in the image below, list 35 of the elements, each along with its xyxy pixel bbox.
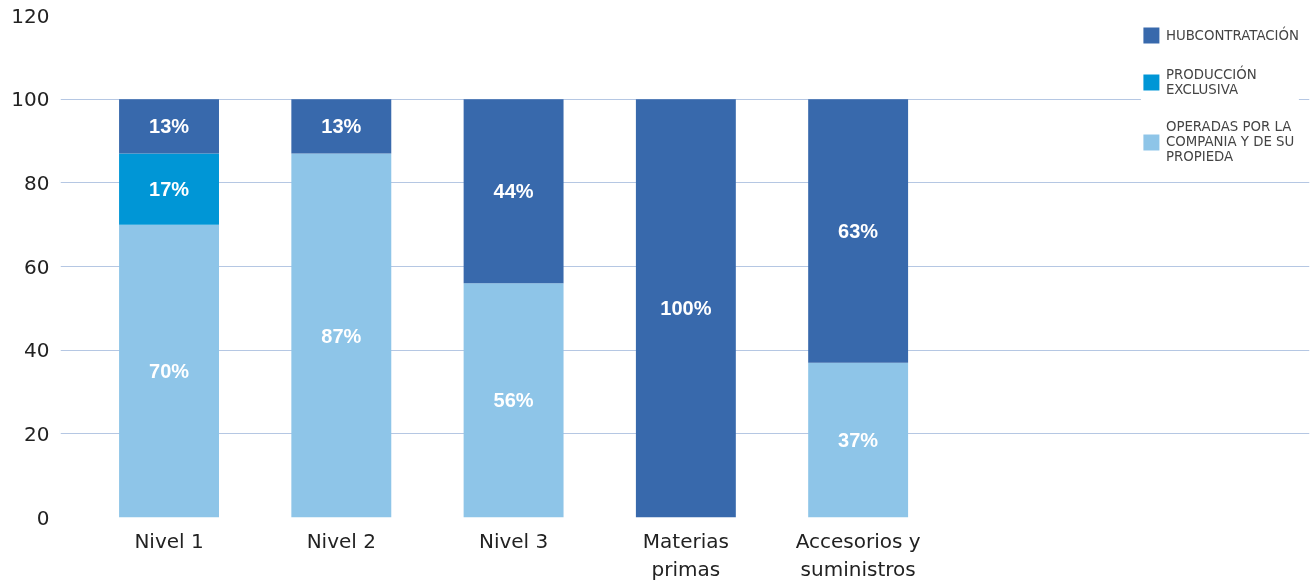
y-tick-label: 0 — [36, 505, 50, 530]
data-label: 63% — [838, 219, 879, 242]
data-label: 100% — [660, 297, 712, 320]
data-label: 13% — [149, 115, 190, 138]
x-tick-label: Nivel 1 — [134, 528, 204, 553]
bar — [291, 99, 392, 154]
legend-label: PRODUCCIÓN EXCLUSIVA — [1165, 67, 1257, 97]
y-tick-label: 120 — [11, 3, 50, 28]
bar — [119, 224, 219, 518]
bar — [291, 153, 392, 518]
bar — [808, 362, 909, 518]
data-label: 87% — [321, 324, 362, 347]
y-tick-label: 20 — [24, 421, 50, 446]
data-label: 17% — [149, 178, 190, 201]
data-label: 70% — [149, 360, 190, 383]
legend-label: OPERADAS POR LA COMPANIA Y DE SU PROPIEDA — [1165, 119, 1295, 164]
x-tick-label: Materias primas — [642, 528, 729, 582]
y-tick-label: 100 — [11, 87, 50, 112]
data-label: 13% — [321, 115, 362, 138]
x-tick-label: Accesorios y suministros — [795, 528, 921, 582]
bar — [119, 153, 219, 225]
x-tick-label: Nivel 3 — [478, 528, 549, 553]
y-tick-label: 60 — [24, 254, 50, 279]
y-tick-label: 40 — [24, 338, 50, 363]
data-label: 44% — [493, 180, 534, 203]
legend-label: HUBCONTRATACIÓN — [1165, 27, 1299, 43]
bar — [463, 99, 564, 284]
bar — [635, 99, 736, 518]
data-label: 56% — [493, 389, 534, 412]
data-label: 37% — [838, 429, 879, 452]
bar — [808, 99, 909, 363]
bar — [463, 283, 564, 518]
bar — [119, 99, 219, 154]
x-tick-label: Nivel 2 — [306, 528, 376, 553]
y-tick-label: 80 — [24, 170, 50, 195]
